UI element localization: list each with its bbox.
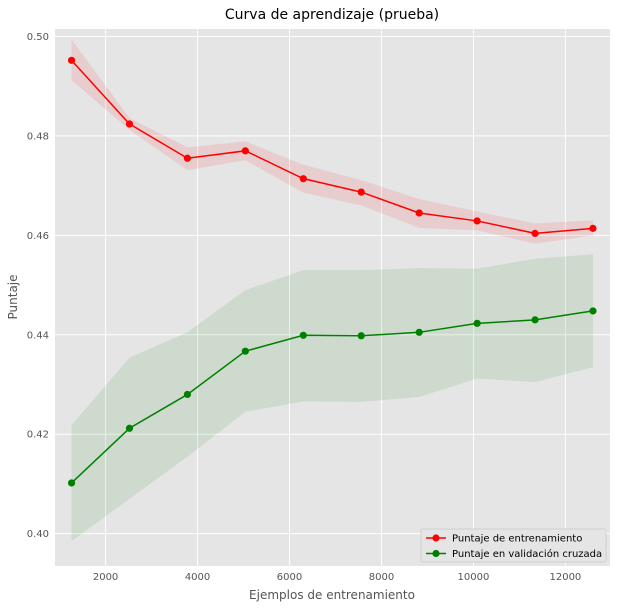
y-tick-label: 0.50 — [27, 32, 49, 43]
x-tick-label: 10000 — [458, 572, 490, 583]
y-tick-label: 0.46 — [27, 231, 49, 242]
x-axis-label: Ejemplos de entrenamiento — [249, 588, 415, 602]
x-tick-label: 8000 — [369, 572, 394, 583]
data-point — [241, 147, 249, 155]
y-tick-label: 0.40 — [27, 529, 49, 540]
data-point — [125, 424, 134, 432]
data-point — [241, 347, 249, 355]
data-point — [589, 224, 597, 232]
data-point — [589, 307, 597, 315]
y-tick-label: 0.44 — [27, 330, 49, 341]
data-point — [473, 319, 481, 327]
series-line-2 — [71, 310, 594, 484]
legend-label: Puntaje en validación cruzada — [452, 548, 602, 560]
data-point — [357, 332, 365, 340]
chart-title: Curva de aprendizaje (prueba) — [225, 7, 439, 23]
series-line-1 — [70, 59, 594, 235]
y-axis-label: Puntaje — [6, 274, 20, 319]
legend-marker — [432, 534, 440, 542]
data-point — [415, 328, 423, 336]
grid-lines — [55, 29, 610, 566]
data-point — [357, 188, 365, 196]
legend: Puntaje de entrenamiento Puntaje en valid… — [420, 528, 607, 563]
data-point — [125, 120, 134, 128]
data-point — [531, 316, 539, 324]
data-point — [183, 390, 192, 399]
x-tick-label: 2000 — [93, 572, 118, 583]
legend-label: Puntaje de entrenamiento — [452, 534, 582, 545]
data-point — [299, 175, 307, 183]
y-tick-label: 0.48 — [27, 131, 49, 142]
series-points — [67, 56, 597, 487]
legend-box — [420, 528, 607, 563]
plot-area — [55, 29, 610, 566]
data-point — [299, 331, 307, 339]
series-lines — [70, 59, 594, 484]
data-point — [183, 154, 192, 162]
x-tick-label: 4000 — [185, 572, 210, 583]
data-point — [531, 229, 539, 237]
tick-labels: 2000 4000 6000 8000 10000 12000 0.40 0.42 0.44 0.… — [27, 32, 582, 583]
data-point — [415, 209, 423, 217]
legend-marker — [432, 549, 440, 558]
data-point — [67, 56, 76, 64]
data-point — [473, 217, 481, 225]
data-point — [67, 479, 76, 487]
x-tick-label: 12000 — [549, 572, 581, 583]
x-tick-label: 6000 — [277, 572, 302, 583]
y-tick-label: 0.42 — [27, 430, 49, 441]
confidence-band-1 — [71, 39, 593, 244]
